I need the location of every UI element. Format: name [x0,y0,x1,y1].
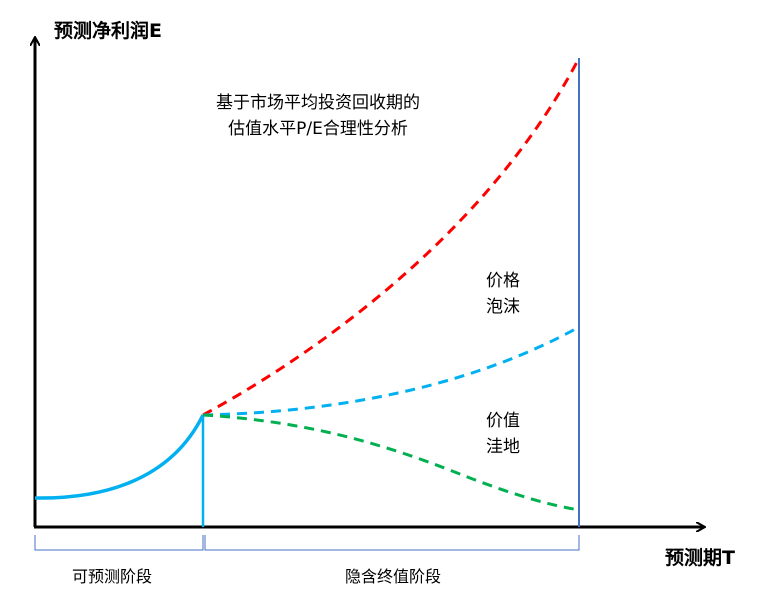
bubble-label: 价格 泡沫 [486,268,520,320]
trough-label-line-2: 洼地 [486,437,520,457]
brace-forecastable [34,535,204,551]
phase-terminal-label: 隐含终值阶段 [345,567,442,586]
bubble-label-line-2: 泡沫 [486,297,520,317]
y-axis-label: 预测净利润E [54,20,162,42]
fair-value-curve [202,325,580,417]
trough-label: 价值 洼地 [486,408,520,460]
brace-terminal [204,535,580,551]
annotation-line-1: 基于市场平均投资回收期的 [216,93,420,113]
trough-curve [202,413,580,512]
trough-label-line-1: 价值 [486,411,520,431]
annotation-text: 基于市场平均投资回收期的 估值水平P/E合理性分析 [198,90,438,142]
bubble-label-line-1: 价格 [486,271,520,291]
phase-forecastable-label: 可预测阶段 [72,567,153,586]
forecast-curve [34,414,205,500]
x-axis-label: 预测期T [665,547,735,569]
annotation-line-2: 估值水平P/E合理性分析 [228,119,408,139]
bubble-curve [202,57,581,417]
